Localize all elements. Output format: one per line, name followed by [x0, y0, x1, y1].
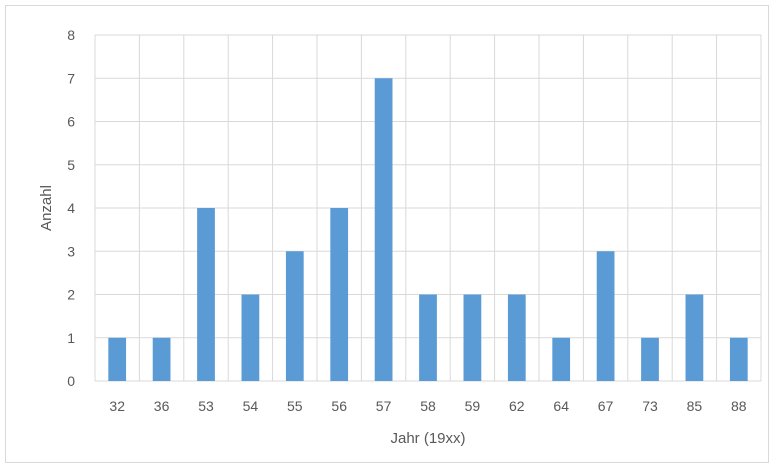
x-tick-label: 56	[331, 398, 347, 414]
y-axis-title: Anzahl	[38, 185, 55, 231]
bar-85	[685, 294, 704, 381]
x-tick-label: 32	[109, 398, 125, 414]
x-tick-label: 57	[376, 398, 392, 414]
x-tick-label: 67	[598, 398, 614, 414]
bar-36	[152, 337, 171, 381]
x-tick-label: 55	[287, 398, 303, 414]
x-tick-labels: 32 36 53 54 55 56 57 58 59 62 64 67 73 85 88	[109, 398, 746, 414]
bar-62	[507, 294, 526, 381]
x-tick-label: 53	[198, 398, 214, 414]
bar-73	[641, 337, 659, 381]
x-tick-label: 62	[509, 398, 525, 414]
x-tick-label: 73	[642, 398, 658, 414]
bar-layer	[108, 78, 748, 381]
x-tick-label: 36	[154, 398, 170, 414]
bar-54	[241, 294, 260, 381]
x-tick-label: 64	[553, 398, 569, 414]
y-tick-label: 5	[67, 157, 75, 173]
bar-56	[330, 208, 349, 381]
y-tick-label: 8	[67, 27, 75, 43]
x-axis-title: Jahr (19xx)	[390, 430, 465, 447]
bar-55	[285, 251, 304, 381]
x-tick-label: 54	[243, 398, 259, 414]
y-tick-label: 4	[67, 200, 75, 216]
y-tick-labels: 0 1 2 3 4 5 6 7 8	[67, 27, 75, 389]
bar-32	[108, 337, 127, 381]
y-tick-label: 3	[67, 243, 75, 259]
x-tick-label: 85	[687, 398, 703, 414]
bar-88	[729, 337, 748, 381]
bar-58	[419, 294, 437, 381]
x-tick-label: 58	[420, 398, 436, 414]
bar-57	[374, 78, 393, 381]
bar-53	[197, 208, 215, 381]
bar-59	[463, 294, 482, 381]
x-tick-label: 59	[465, 398, 481, 414]
bar-64	[552, 337, 571, 381]
y-tick-label: 7	[67, 70, 75, 86]
bar-67	[596, 251, 615, 381]
y-tick-label: 6	[67, 114, 75, 130]
y-tick-label: 1	[67, 330, 75, 346]
x-tick-label: 88	[731, 398, 747, 414]
y-tick-label: 2	[67, 287, 75, 303]
y-tick-label: 0	[67, 373, 75, 389]
